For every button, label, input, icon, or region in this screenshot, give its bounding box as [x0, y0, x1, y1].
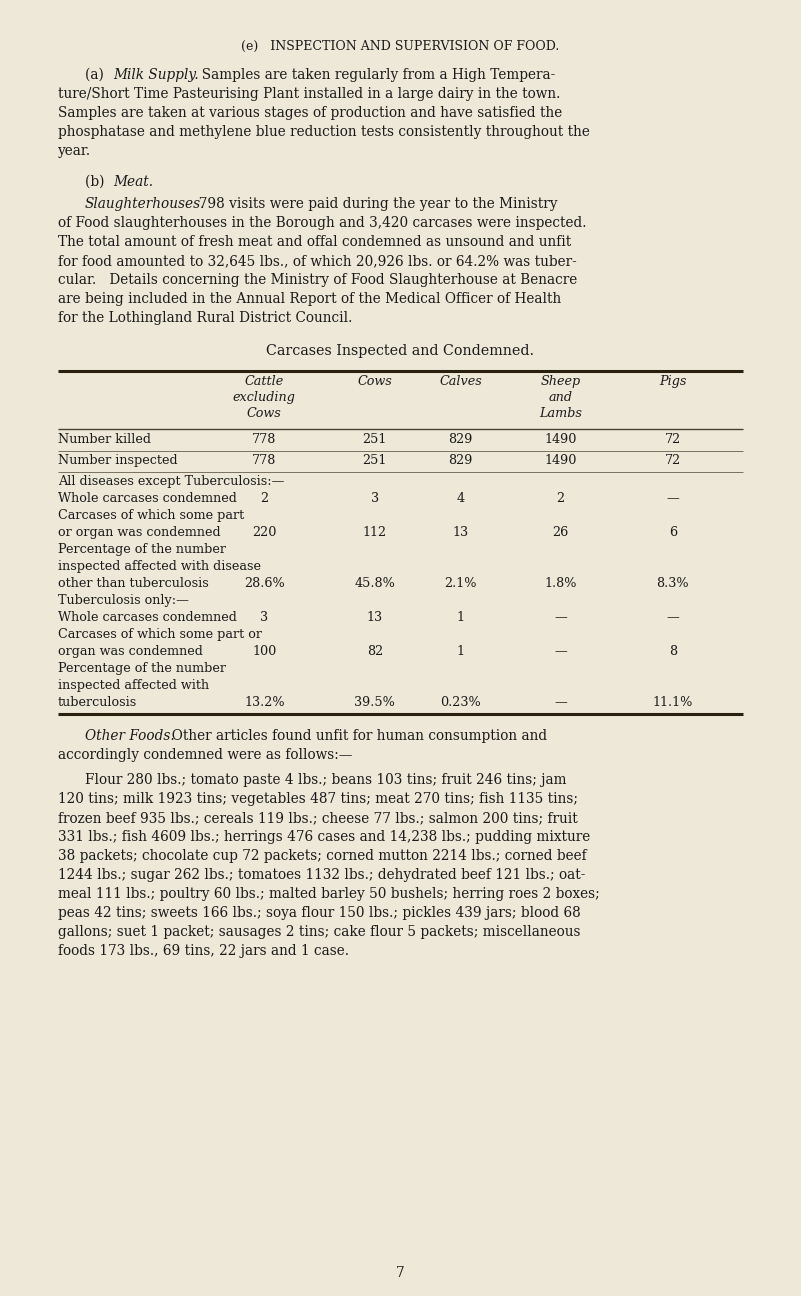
- Text: Tuberculosis only:—: Tuberculosis only:—: [58, 594, 189, 607]
- Text: 28.6%: 28.6%: [244, 577, 284, 590]
- Text: (a): (a): [85, 67, 108, 82]
- Text: 13: 13: [453, 526, 469, 539]
- Text: 829: 829: [449, 454, 473, 467]
- Text: accordingly condemned were as follows:—: accordingly condemned were as follows:—: [58, 748, 352, 762]
- Text: excluding: excluding: [233, 391, 296, 404]
- Text: phosphatase and methylene blue reduction tests consistently throughout the: phosphatase and methylene blue reduction…: [58, 124, 590, 139]
- Text: All diseases except Tuberculosis:—: All diseases except Tuberculosis:—: [58, 476, 284, 489]
- Text: cular.   Details concerning the Ministry of Food Slaughterhouse at Benacre: cular. Details concerning the Ministry o…: [58, 273, 578, 286]
- Text: Whole carcases condemned: Whole carcases condemned: [58, 610, 237, 623]
- Text: The total amount of fresh meat and offal condemned as unsound and unfit: The total amount of fresh meat and offal…: [58, 235, 571, 249]
- Text: Carcases Inspected and Condemned.: Carcases Inspected and Condemned.: [267, 343, 534, 358]
- Text: 13: 13: [367, 610, 383, 623]
- Text: —: —: [554, 610, 567, 623]
- Text: frozen beef 935 lbs.; cereals 119 lbs.; cheese 77 lbs.; salmon 200 tins; fruit: frozen beef 935 lbs.; cereals 119 lbs.; …: [58, 811, 578, 826]
- Text: Samples are taken regularly from a High Tempera-: Samples are taken regularly from a High …: [193, 67, 555, 82]
- Text: Cattle: Cattle: [244, 375, 284, 388]
- Text: 1: 1: [457, 645, 465, 658]
- Text: 2: 2: [557, 492, 565, 505]
- Text: —: —: [554, 696, 567, 709]
- Text: for the Lothingland Rural District Council.: for the Lothingland Rural District Counc…: [58, 311, 352, 325]
- Text: meal 111 lbs.; poultry 60 lbs.; malted barley 50 bushels; herring roes 2 boxes;: meal 111 lbs.; poultry 60 lbs.; malted b…: [58, 886, 600, 901]
- Text: 6: 6: [669, 526, 677, 539]
- Text: 1490: 1490: [545, 454, 577, 467]
- Text: Carcases of which some part or: Carcases of which some part or: [58, 629, 262, 642]
- Text: peas 42 tins; sweets 166 lbs.; soya flour 150 lbs.; pickles 439 jars; blood 68: peas 42 tins; sweets 166 lbs.; soya flou…: [58, 906, 581, 920]
- Text: ture/Short Time Pasteurising Plant installed in a large dairy in the town.: ture/Short Time Pasteurising Plant insta…: [58, 87, 561, 101]
- Text: Meat.: Meat.: [113, 175, 153, 189]
- Text: —: —: [666, 492, 679, 505]
- Text: organ was condemned: organ was condemned: [58, 645, 203, 658]
- Text: 82: 82: [367, 645, 383, 658]
- Text: 1.8%: 1.8%: [545, 577, 577, 590]
- Text: Calves: Calves: [439, 375, 482, 388]
- Text: Lambs: Lambs: [539, 407, 582, 420]
- Text: 38 packets; chocolate cup 72 packets; corned mutton 2214 lbs.; corned beef: 38 packets; chocolate cup 72 packets; co…: [58, 849, 586, 863]
- Text: 798 visits were paid during the year to the Ministry: 798 visits were paid during the year to …: [190, 197, 557, 211]
- Text: 13.2%: 13.2%: [244, 696, 284, 709]
- Text: 7: 7: [396, 1266, 405, 1280]
- Text: Other articles found unfit for human consumption and: Other articles found unfit for human con…: [163, 728, 547, 743]
- Text: 39.5%: 39.5%: [354, 696, 396, 709]
- Text: year.: year.: [58, 144, 91, 158]
- Text: Sheep: Sheep: [541, 375, 581, 388]
- Text: other than tuberculosis: other than tuberculosis: [58, 577, 209, 590]
- Text: 3: 3: [371, 492, 379, 505]
- Text: 72: 72: [665, 433, 681, 446]
- Text: 3: 3: [260, 610, 268, 623]
- Text: Whole carcases condemned: Whole carcases condemned: [58, 492, 237, 505]
- Text: 1490: 1490: [545, 433, 577, 446]
- Text: of Food slaughterhouses in the Borough and 3,420 carcases were inspected.: of Food slaughterhouses in the Borough a…: [58, 216, 586, 229]
- Text: Carcases of which some part: Carcases of which some part: [58, 509, 244, 522]
- Text: (e)   INSPECTION AND SUPERVISION OF FOOD.: (e) INSPECTION AND SUPERVISION OF FOOD.: [241, 40, 560, 53]
- Text: 8.3%: 8.3%: [657, 577, 689, 590]
- Text: foods 173 lbs., 69 tins, 22 jars and 1 case.: foods 173 lbs., 69 tins, 22 jars and 1 c…: [58, 943, 349, 958]
- Text: 220: 220: [252, 526, 276, 539]
- Text: Cows: Cows: [247, 407, 282, 420]
- Text: 72: 72: [665, 454, 681, 467]
- Text: and: and: [549, 391, 573, 404]
- Text: Percentage of the number: Percentage of the number: [58, 543, 226, 556]
- Text: 100: 100: [252, 645, 276, 658]
- Text: Number inspected: Number inspected: [58, 454, 178, 467]
- Text: Samples are taken at various stages of production and have satisfied the: Samples are taken at various stages of p…: [58, 106, 562, 121]
- Text: 4: 4: [457, 492, 465, 505]
- Text: 8: 8: [669, 645, 677, 658]
- Text: Percentage of the number: Percentage of the number: [58, 662, 226, 675]
- Text: inspected affected with disease: inspected affected with disease: [58, 560, 261, 573]
- Text: 0.23%: 0.23%: [441, 696, 481, 709]
- Text: 11.1%: 11.1%: [653, 696, 693, 709]
- Text: Slaughterhouses.: Slaughterhouses.: [85, 197, 206, 211]
- Text: Milk Supply.: Milk Supply.: [113, 67, 199, 82]
- Text: 251: 251: [363, 433, 387, 446]
- Text: Flour 280 lbs.; tomato paste 4 lbs.; beans 103 tins; fruit 246 tins; jam: Flour 280 lbs.; tomato paste 4 lbs.; bea…: [85, 772, 566, 787]
- Text: 2: 2: [260, 492, 268, 505]
- Text: 26: 26: [553, 526, 569, 539]
- Text: 778: 778: [252, 454, 276, 467]
- Text: for food amounted to 32,645 lbs., of which 20,926 lbs. or 64.2% was tuber-: for food amounted to 32,645 lbs., of whi…: [58, 254, 577, 268]
- Text: 112: 112: [363, 526, 387, 539]
- Text: inspected affected with: inspected affected with: [58, 679, 209, 692]
- Text: 829: 829: [449, 433, 473, 446]
- Text: —: —: [666, 610, 679, 623]
- Text: 251: 251: [363, 454, 387, 467]
- Text: 331 lbs.; fish 4609 lbs.; herrings 476 cases and 14,238 lbs.; pudding mixture: 331 lbs.; fish 4609 lbs.; herrings 476 c…: [58, 829, 590, 844]
- Text: 1244 lbs.; sugar 262 lbs.; tomatoes 1132 lbs.; dehydrated beef 121 lbs.; oat-: 1244 lbs.; sugar 262 lbs.; tomatoes 1132…: [58, 868, 586, 883]
- Text: 1: 1: [457, 610, 465, 623]
- Text: Pigs: Pigs: [659, 375, 686, 388]
- Text: Other Foods.: Other Foods.: [85, 728, 175, 743]
- Text: 120 tins; milk 1923 tins; vegetables 487 tins; meat 270 tins; fish 1135 tins;: 120 tins; milk 1923 tins; vegetables 487…: [58, 792, 578, 806]
- Text: Number killed: Number killed: [58, 433, 151, 446]
- Text: —: —: [554, 645, 567, 658]
- Text: 45.8%: 45.8%: [354, 577, 396, 590]
- Text: Cows: Cows: [357, 375, 392, 388]
- Text: tuberculosis: tuberculosis: [58, 696, 137, 709]
- Text: 778: 778: [252, 433, 276, 446]
- Text: 2.1%: 2.1%: [445, 577, 477, 590]
- Text: are being included in the Annual Report of the Medical Officer of Health: are being included in the Annual Report …: [58, 292, 562, 306]
- Text: (b): (b): [85, 175, 109, 189]
- Text: or organ was condemned: or organ was condemned: [58, 526, 220, 539]
- Text: gallons; suet 1 packet; sausages 2 tins; cake flour 5 packets; miscellaneous: gallons; suet 1 packet; sausages 2 tins;…: [58, 925, 581, 940]
